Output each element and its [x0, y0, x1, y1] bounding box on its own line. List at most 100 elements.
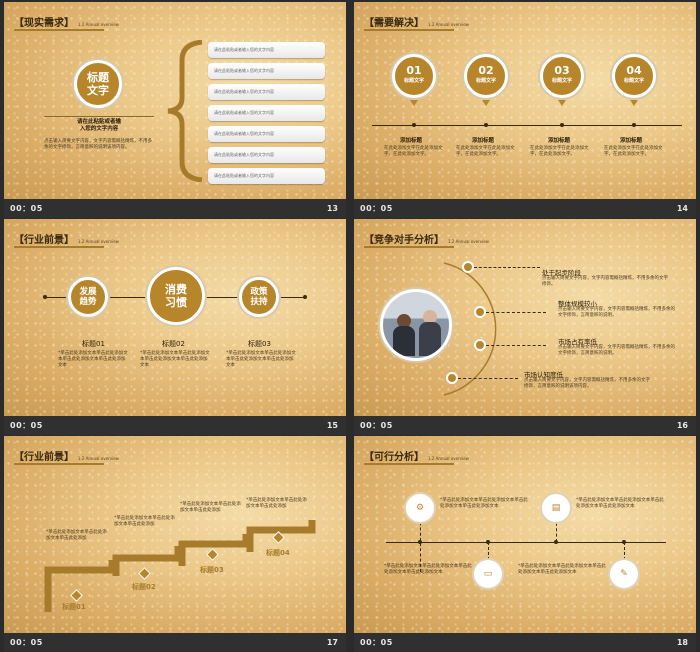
item-text: 点击输入简要文字内容，文字内容需概括精炼，不用多余的文字修饰，言简意赅的说明该项…: [524, 378, 650, 389]
title-underline: [364, 246, 454, 248]
dash-line: [458, 378, 518, 379]
slide-footer: 00：05 13: [4, 199, 346, 218]
analysis-text: *单击此处添加文本单击此处添加文本单击此处添加文本单击此处添加文本: [384, 564, 472, 575]
slide-canvas: [4, 2, 346, 199]
arc-node: [474, 306, 486, 318]
title-underline: [14, 246, 104, 248]
label-text: *单击此处添加文本单击此处添加文本单击此处添加文本单击此处添加文本: [58, 351, 128, 368]
slide-number: 14: [676, 204, 688, 213]
line-dot: [622, 540, 626, 544]
business-photo: [380, 289, 452, 361]
step-heading: 添加标题: [548, 138, 571, 144]
text-pill: 请在此粘贴或者输入您的文字内容: [208, 168, 325, 184]
slide-thumbnail-15[interactable]: 【行业前景】 1.2 Annual overview 发展 趋势 消费 习惯 政策…: [4, 219, 346, 435]
timeline-dot: [412, 123, 416, 127]
label-02: 标题02: [162, 340, 185, 348]
line-end-dot: [303, 295, 307, 299]
analysis-text: *单击此处添加文本单击此处添加文本单击此处添加文本单击此处添加文本: [440, 498, 528, 509]
label-03: 标题03: [248, 340, 271, 348]
step-text: 在此处添加文字在此处添加文字，在此处添加文字。: [456, 146, 515, 157]
slide-thumbnail-14[interactable]: 【需要解决】 1.2 Annual overview 01 标题文字 02 标题文字 …: [354, 2, 696, 218]
step-label-03: 标题03: [200, 566, 224, 574]
slide-thumbnail-18[interactable]: 【可行分析】 1.2 Annual overview ⚙ ▤ ▭ ✎ *单击此处添…: [354, 436, 696, 652]
step-text: 在此处添加文字在此处添加文字，在此处添加文字。: [604, 146, 663, 157]
step-heading: 添加标题: [472, 138, 495, 144]
arc-node: [446, 372, 458, 384]
line-dot: [554, 540, 558, 544]
dash-line: [474, 267, 540, 268]
item-heading: 市场认知度低: [524, 371, 563, 379]
document-icon: ▤: [542, 494, 570, 522]
staircase-shape: [44, 520, 316, 612]
line-dot: [418, 540, 422, 544]
label-text: *单击此处添加文本单击此处添加文本单击此处添加文本单击此处添加文本: [226, 351, 296, 368]
dash-connector: [624, 542, 625, 570]
slide-title: 【需要解决】 1.2 Annual overview: [364, 18, 469, 29]
dash-connector: [556, 512, 557, 542]
timeline-line: [372, 125, 682, 126]
consumption-circle: 消费 习惯: [147, 267, 205, 325]
item-heading: 市场占有率低: [558, 338, 597, 346]
slide-footer: 00：05 14: [354, 199, 696, 218]
monitor-icon: ▭: [474, 560, 502, 588]
timeline-dot: [560, 123, 564, 127]
line-dot: [486, 540, 490, 544]
slide-title: 【行业前景】 1.2 Annual overview: [14, 235, 119, 246]
label-01: 标题01: [82, 340, 105, 348]
slide-number: 13: [326, 204, 338, 213]
title-underline: [14, 29, 104, 31]
slide-footer: 00：05 17: [4, 633, 346, 652]
label-text: *单击此处添加文本单击此处添加文本单击此处添加文本单击此处添加文本: [140, 351, 210, 368]
step-heading: 添加标题: [400, 138, 423, 144]
gears-icon: ⚙: [406, 494, 434, 522]
item-text: 点击输入简要文字内容，文字内容需概括精炼，不用多余的文字修饰。: [542, 276, 668, 287]
item-text: 点击输入简要文字内容，文字内容需概括精炼，不用多余的文字修饰，言简意赅的说明。: [558, 345, 675, 356]
slide-number: 18: [676, 638, 688, 647]
step-text: 在此处添加文字在此处添加文字，在此处添加文字。: [384, 146, 443, 157]
step-text: *单击此处添加文本单击此处添加文本单击此处添加: [46, 530, 107, 541]
slide-thumbnail-13[interactable]: 【现实需求】 1.2 Annual overview 标题 文字 请在此粘贴或者输…: [4, 2, 346, 218]
slide-footer: 00：05 16: [354, 416, 696, 435]
text-pill: 请在此粘贴或者输入您的文字内容: [208, 126, 325, 142]
item-heading: 处于起步阶段: [542, 269, 581, 277]
title-circle: 标题 文字: [74, 60, 122, 108]
title-underline: [364, 463, 454, 465]
arc-connector: [443, 262, 497, 396]
slide-footer: 00：05 18: [354, 633, 696, 652]
text-pill: 请在此粘贴或者输入您的文字内容: [208, 63, 325, 79]
text-pill: 请在此粘贴或者输入您的文字内容: [208, 42, 325, 58]
slide-canvas: [354, 436, 696, 633]
timeline-dot: [484, 123, 488, 127]
dash-line: [486, 345, 546, 346]
slide-thumbnail-17[interactable]: 【行业前景】 1.2 Annual overview 标题01 标题02 标题03…: [4, 436, 346, 652]
divider: [44, 116, 154, 117]
content-heading: 请在此粘贴或者输 入您的文字内容: [76, 119, 121, 132]
slide-canvas: [354, 2, 696, 199]
slide-number: 16: [676, 421, 688, 430]
arc-node: [474, 339, 486, 351]
item-heading: 整体规模较小: [558, 300, 597, 308]
slide-number: 15: [326, 421, 338, 430]
text-pill: 请在此粘贴或者输入您的文字内容: [208, 84, 325, 100]
step-text: *单击此处添加文本单击此处添加文本单击此处添加: [114, 516, 175, 527]
step-text: *单击此处添加文本单击此处添加文本单击此处添加: [246, 498, 307, 509]
step-label-02: 标题02: [132, 583, 156, 591]
analysis-text: *单击此处添加文本单击此处添加文本单击此处添加文本单击此处添加文本: [518, 564, 606, 575]
title-underline: [14, 463, 104, 465]
analysis-text: *单击此处添加文本单击此处添加文本单击此处添加文本单击此处添加文本: [576, 498, 664, 509]
dash-line: [486, 312, 546, 313]
trend-circle: 发展 趋势: [68, 277, 108, 317]
text-pill: 请在此粘贴或者输入您的文字内容: [208, 105, 325, 121]
step-text: 在此处添加文字在此处添加文字，在此处添加文字。: [530, 146, 589, 157]
dash-connector: [488, 542, 489, 570]
policy-circle: 政策 扶持: [239, 277, 279, 317]
ticket-icon: ✎: [610, 560, 638, 588]
slide-thumbnail-16[interactable]: 【竞争对手分析】 1.2 Annual overview 处于起步阶段 点击输入简…: [354, 219, 696, 435]
slide-title: 【可行分析】 1.2 Annual overview: [364, 452, 469, 463]
step-heading: 添加标题: [620, 138, 643, 144]
step-text: *单击此处添加文本单击此处添加文本单击此处添加: [180, 502, 241, 513]
brace-shape: [167, 40, 203, 182]
step-label-01: 标题01: [62, 603, 86, 611]
slide-footer: 00：05 15: [4, 416, 346, 435]
step-label-04: 标题04: [266, 549, 290, 557]
